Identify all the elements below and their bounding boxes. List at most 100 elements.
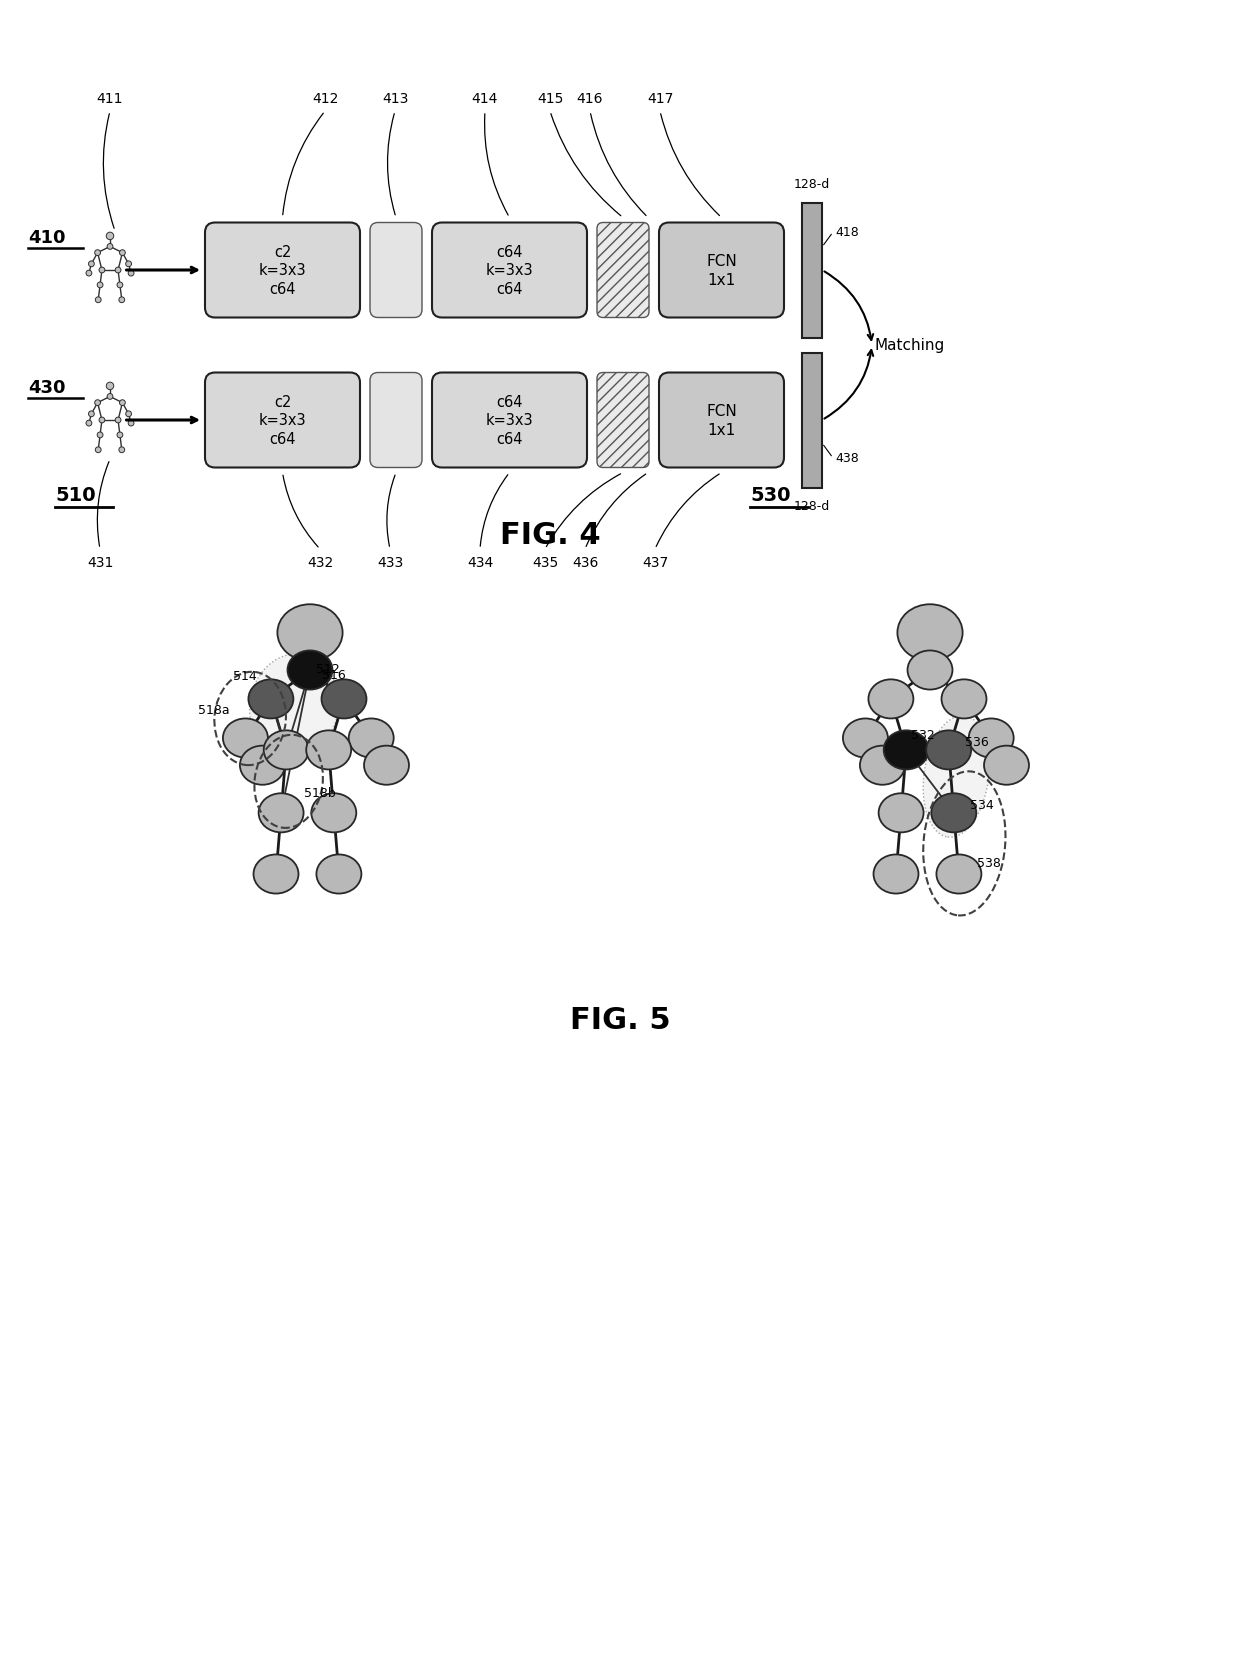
Ellipse shape (985, 746, 1029, 784)
Text: 518b: 518b (304, 786, 335, 799)
Text: FIG. 4: FIG. 4 (500, 521, 600, 549)
Text: 128-d: 128-d (794, 179, 830, 192)
Ellipse shape (968, 718, 1013, 758)
Ellipse shape (278, 604, 342, 662)
Ellipse shape (253, 856, 299, 894)
Text: 128-d: 128-d (794, 500, 830, 513)
Text: FIG. 5: FIG. 5 (569, 1006, 671, 1034)
Text: Matching: Matching (875, 338, 945, 353)
Circle shape (99, 268, 105, 273)
Ellipse shape (223, 718, 268, 758)
FancyBboxPatch shape (432, 223, 587, 318)
Circle shape (117, 283, 123, 288)
FancyBboxPatch shape (370, 223, 422, 318)
Ellipse shape (873, 856, 919, 894)
Text: 534: 534 (970, 798, 993, 811)
Text: 437: 437 (642, 556, 668, 569)
Ellipse shape (936, 856, 981, 894)
Ellipse shape (249, 654, 339, 760)
Text: 413: 413 (382, 93, 408, 106)
FancyBboxPatch shape (370, 374, 422, 468)
Circle shape (86, 271, 92, 276)
Ellipse shape (926, 732, 971, 770)
Text: 510: 510 (55, 485, 95, 505)
Text: c2
k=3x3
c64: c2 k=3x3 c64 (259, 245, 306, 296)
Circle shape (115, 417, 122, 424)
Text: 414: 414 (471, 93, 498, 106)
Text: 538: 538 (977, 857, 1001, 869)
Circle shape (107, 245, 113, 250)
Ellipse shape (859, 746, 905, 784)
Text: 431: 431 (87, 556, 113, 569)
Circle shape (88, 412, 94, 417)
Circle shape (115, 268, 122, 273)
Circle shape (119, 298, 125, 303)
Circle shape (107, 233, 114, 240)
Circle shape (88, 261, 94, 268)
FancyBboxPatch shape (658, 223, 784, 318)
Circle shape (107, 394, 113, 401)
Text: 435: 435 (532, 556, 558, 569)
FancyBboxPatch shape (596, 223, 649, 318)
Ellipse shape (239, 746, 285, 784)
Circle shape (125, 412, 131, 417)
Text: 412: 412 (311, 93, 339, 106)
Ellipse shape (348, 718, 393, 758)
Ellipse shape (879, 794, 924, 832)
Text: c2
k=3x3
c64: c2 k=3x3 c64 (259, 394, 306, 447)
Ellipse shape (884, 732, 929, 770)
Text: 430: 430 (29, 379, 66, 397)
Ellipse shape (288, 650, 332, 690)
Circle shape (128, 420, 134, 427)
Circle shape (125, 261, 131, 268)
Ellipse shape (941, 680, 987, 718)
FancyBboxPatch shape (658, 374, 784, 468)
Ellipse shape (843, 718, 888, 758)
Text: 518a: 518a (198, 703, 229, 717)
Circle shape (86, 420, 92, 427)
Text: FCN
1x1: FCN 1x1 (706, 404, 737, 437)
Circle shape (107, 382, 114, 391)
Ellipse shape (259, 794, 304, 832)
Ellipse shape (908, 650, 952, 690)
Circle shape (117, 432, 123, 439)
Text: 532: 532 (911, 728, 935, 741)
Circle shape (97, 283, 103, 288)
Text: 433: 433 (377, 556, 403, 569)
Text: 438: 438 (835, 452, 859, 465)
Text: FCN
1x1: FCN 1x1 (706, 255, 737, 288)
Text: 416: 416 (577, 93, 603, 106)
Ellipse shape (321, 680, 367, 718)
Text: 432: 432 (306, 556, 334, 569)
Circle shape (95, 447, 102, 453)
Text: c64
k=3x3
c64: c64 k=3x3 c64 (486, 394, 533, 447)
Text: 418: 418 (835, 227, 859, 240)
Circle shape (95, 298, 102, 303)
Circle shape (119, 447, 125, 453)
Text: 411: 411 (97, 93, 123, 106)
Text: 436: 436 (572, 556, 598, 569)
Text: 530: 530 (750, 485, 791, 505)
Ellipse shape (365, 746, 409, 784)
Ellipse shape (931, 794, 976, 832)
Text: 415: 415 (537, 93, 563, 106)
FancyBboxPatch shape (596, 374, 649, 468)
Ellipse shape (316, 856, 361, 894)
Text: 417: 417 (647, 93, 673, 106)
Circle shape (97, 432, 103, 439)
Text: 434: 434 (467, 556, 494, 569)
Text: 516: 516 (322, 669, 346, 682)
Ellipse shape (311, 794, 356, 832)
Ellipse shape (898, 604, 962, 662)
Text: 512: 512 (316, 662, 340, 675)
Ellipse shape (306, 732, 351, 770)
Circle shape (94, 250, 100, 257)
FancyBboxPatch shape (205, 374, 360, 468)
Ellipse shape (923, 717, 990, 837)
Circle shape (94, 401, 100, 405)
Circle shape (128, 271, 134, 276)
Circle shape (119, 250, 125, 257)
Bar (802, 204, 822, 338)
FancyBboxPatch shape (432, 374, 587, 468)
Text: 536: 536 (965, 735, 988, 748)
